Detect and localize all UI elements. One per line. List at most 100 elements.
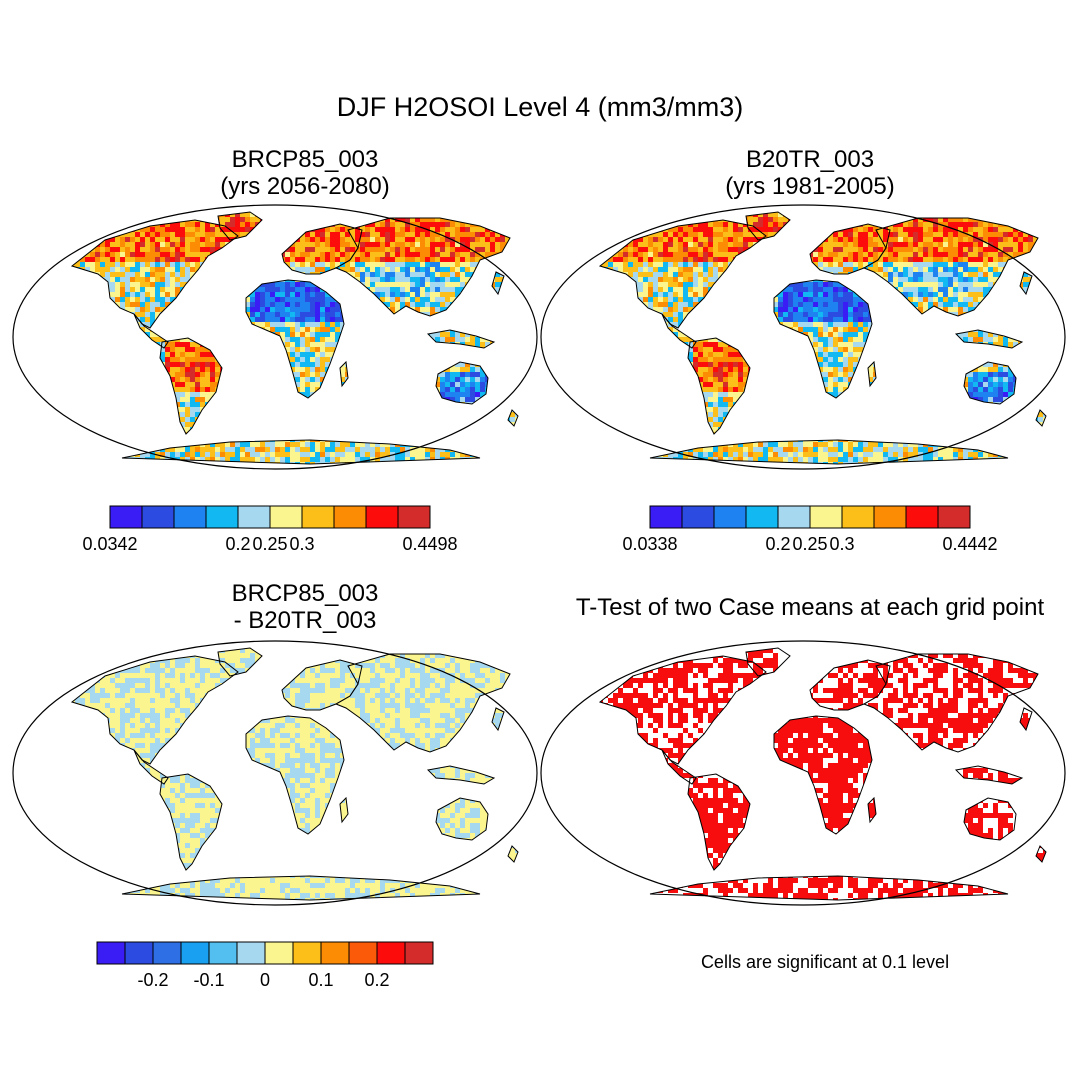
colorbar-box <box>180 941 210 965</box>
coastline-cam <box>133 749 169 785</box>
colorbar-box <box>292 941 322 965</box>
colorbar-box <box>376 941 406 965</box>
coastline-na <box>70 655 239 765</box>
coastline-australia <box>963 361 1017 405</box>
coastline-na <box>598 219 767 329</box>
colorbar-box <box>264 941 294 965</box>
coastline-cam <box>133 313 169 349</box>
figure-title: DJF H2OSOI Level 4 (mm3/mm3) <box>0 92 1080 123</box>
colorbar-tick-label: 0.2 <box>364 970 389 990</box>
panel-2-title-line1: B20TR_003 <box>560 146 1060 173</box>
coastline-greenland <box>745 647 791 677</box>
panel-2-title: B20TR_003 (yrs 1981-2005) <box>560 146 1060 200</box>
colorbar-box <box>96 941 126 965</box>
coastline-africa <box>773 715 873 835</box>
colorbar-panel-3: -0.2 -0.1 0 0.1 0.2 <box>96 941 434 990</box>
colorbar-box <box>397 505 431 529</box>
colorbar-tick-label: 0.4442 <box>942 534 997 554</box>
coastline-nz <box>507 409 519 427</box>
coastline-sa <box>159 773 223 871</box>
coastline-asia <box>862 217 1039 317</box>
coastline-nz <box>1035 845 1047 863</box>
colorbar-box <box>404 941 434 965</box>
panel-1-title: BRCP85_003 (yrs 2056-2080) <box>70 146 540 200</box>
colorbar-tick-label: 0.2 <box>765 534 790 554</box>
colorbar-box <box>205 505 239 529</box>
coastline-indonesia <box>954 765 1024 785</box>
coastline-africa <box>245 279 345 399</box>
coastline-nz <box>1035 409 1047 427</box>
coastline-madagascar <box>867 796 877 824</box>
colorbar-box <box>905 505 939 529</box>
significance-note: Cells are significant at 0.1 level <box>600 952 1050 973</box>
colorbar-tick-label: 0.0342 <box>82 534 137 554</box>
colorbar-box <box>109 505 143 529</box>
colorbar-box <box>333 505 367 529</box>
coastline-australia <box>435 361 489 405</box>
colorbar-box <box>320 941 350 965</box>
colorbar-box <box>649 505 683 529</box>
map-border <box>12 640 538 906</box>
coastline-japan <box>1019 707 1033 732</box>
coastline-sa <box>687 773 751 871</box>
coastline-japan <box>491 271 505 296</box>
coastline-madagascar <box>339 796 349 824</box>
colorbar-tick-label: 0.3 <box>289 534 314 554</box>
map-panel-1 <box>12 204 538 470</box>
coastline-madagascar <box>867 360 877 388</box>
colorbar-box <box>713 505 747 529</box>
panel-3-title-line2: - B20TR_003 <box>70 607 540 634</box>
panel-4-title: T-Test of two Case means at each grid po… <box>545 594 1075 621</box>
map-panel-3 <box>12 640 538 906</box>
coastline-antarctica <box>121 875 481 901</box>
coastline-indonesia <box>426 329 496 349</box>
coastline-japan <box>491 707 505 732</box>
coastline-greenland <box>745 211 791 241</box>
panel-1-title-line2: (yrs 2056-2080) <box>70 173 540 200</box>
colorbar-box <box>173 505 207 529</box>
coastline-asia <box>334 653 511 753</box>
coastline-africa <box>245 715 345 835</box>
coastline-antarctica <box>649 875 1009 901</box>
coastline-australia <box>963 797 1017 841</box>
colorbar-box <box>348 941 378 965</box>
colorbar-box <box>141 505 175 529</box>
panel-2-title-line2: (yrs 1981-2005) <box>560 173 1060 200</box>
map-border <box>12 204 538 470</box>
colorbar-box <box>937 505 971 529</box>
colorbar-tick-label: -0.1 <box>193 970 224 990</box>
colorbar-box <box>152 941 182 965</box>
colorbar-box <box>873 505 907 529</box>
coastline-antarctica <box>121 439 481 465</box>
colorbar-box <box>809 505 843 529</box>
colorbar-tick-label: 0.25 <box>792 534 827 554</box>
colorbar-box <box>236 941 266 965</box>
colorbar-box <box>269 505 303 529</box>
coastline-na <box>598 655 767 765</box>
coastline-antarctica <box>649 439 1009 465</box>
map-panel-4 <box>540 640 1066 906</box>
coastline-madagascar <box>339 360 349 388</box>
colorbar-tick-label: 0.4498 <box>402 534 457 554</box>
colorbar-panel-1: 0.0342 0.2 0.25 0.3 0.4498 <box>82 505 458 554</box>
coastline-asia <box>862 653 1039 753</box>
coastline-greenland <box>217 211 263 241</box>
colorbar-box <box>365 505 399 529</box>
coastline-australia <box>435 797 489 841</box>
colorbar-box <box>681 505 715 529</box>
panel-1-title-line1: BRCP85_003 <box>70 146 540 173</box>
colorbar-panel-2: 0.0338 0.2 0.25 0.3 0.4442 <box>622 505 998 554</box>
coastline-na <box>70 219 239 329</box>
colorbar-tick-label: 0.3 <box>829 534 854 554</box>
colorbar-tick-label: 0.25 <box>252 534 287 554</box>
coastline-africa <box>773 279 873 399</box>
colorbar-box <box>237 505 271 529</box>
colorbar-tick-label: 0.0338 <box>622 534 677 554</box>
coastline-sa <box>159 337 223 435</box>
coastline-asia <box>334 217 511 317</box>
panel-3-title-line1: BRCP85_003 <box>70 580 540 607</box>
colorbar-tick-label: 0.1 <box>308 970 333 990</box>
coastline-cam <box>661 749 697 785</box>
coastline-indonesia <box>954 329 1024 349</box>
coastline-indonesia <box>426 765 496 785</box>
